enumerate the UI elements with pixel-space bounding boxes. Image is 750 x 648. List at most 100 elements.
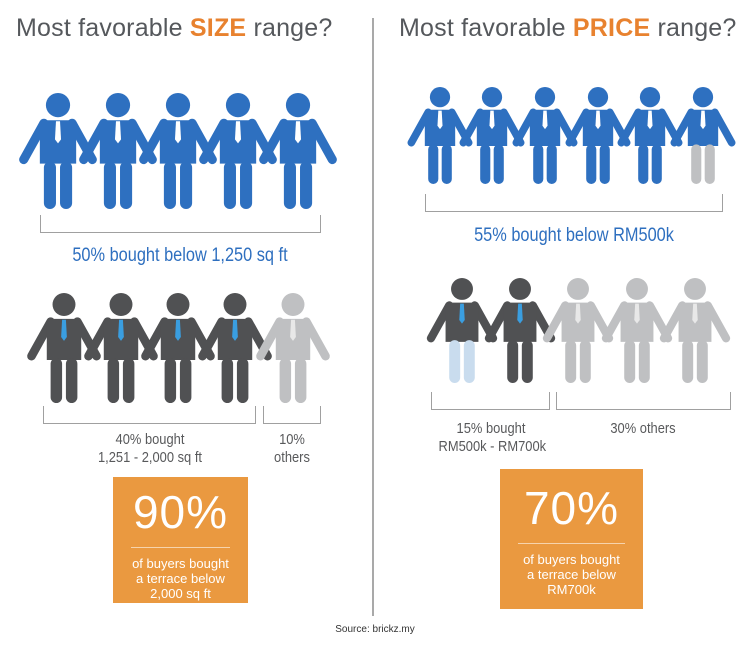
person-left-leg (107, 358, 120, 403)
size-stat-line3: 2,000 sq ft (150, 586, 211, 601)
price-title-prefix: Most favorable (399, 14, 573, 42)
person-icon (256, 293, 330, 403)
person-tie (61, 319, 67, 341)
person-right-leg (651, 144, 662, 184)
price-row2-figures (426, 278, 731, 383)
price-row1-caption: 55% bought below RM500k (474, 225, 674, 246)
size-row2-bracket-others (263, 406, 321, 424)
person-right-leg (240, 161, 253, 209)
price-title-highlight: PRICE (572, 14, 651, 42)
person-tie (647, 110, 653, 130)
person-icon (512, 87, 578, 184)
person-left-leg (103, 161, 116, 209)
person-icon (19, 93, 97, 209)
person-head (223, 293, 247, 316)
price-stat-rule (518, 543, 625, 544)
person-right-leg (463, 340, 475, 383)
person-icon (79, 93, 157, 209)
person-icon (141, 293, 215, 403)
size-row2-caption-main: 40% bought 1,251 - 2,000 sq ft (73, 431, 228, 467)
person-tie (174, 121, 182, 144)
person-left-leg (164, 358, 177, 403)
person-left-leg (43, 161, 56, 209)
price-stat-box: 70% of buyers bought a terrace below RM7… (500, 469, 643, 609)
person-right-leg (236, 358, 249, 403)
person-head (429, 87, 451, 108)
person-tie (700, 110, 706, 130)
person-head (684, 278, 706, 300)
person-head (166, 293, 190, 316)
price-stat-line1: of buyers bought (523, 552, 620, 567)
price-row1-figures (407, 87, 736, 184)
price-row1-bracket (425, 194, 723, 212)
person-head (52, 293, 76, 316)
person-head (481, 87, 503, 108)
person-tie (118, 319, 124, 341)
size-stat-rule (131, 547, 230, 548)
person-right-leg (179, 358, 192, 403)
size-row2-caption-others-line2: others (274, 449, 310, 466)
person-right-leg (60, 161, 73, 209)
person-tie (232, 319, 238, 341)
size-title-suffix: range? (246, 14, 333, 42)
size-row1-caption: 50% bought below 1,250 sq ft (72, 245, 288, 266)
price-stat-line2: a terrace below (527, 567, 616, 582)
person-head (105, 93, 131, 118)
person-tie (489, 110, 495, 130)
person-tie (290, 319, 296, 341)
person-left-leg (283, 161, 296, 209)
person-icon (484, 278, 556, 383)
price-row2-caption-others-line1: 30% others (610, 420, 676, 437)
size-stat-value: 90% (132, 486, 229, 538)
size-stat-line2: a terrace below (136, 571, 225, 586)
person-left-leg (691, 144, 702, 184)
person-right-leg (122, 358, 135, 403)
person-tie (595, 110, 601, 130)
person-tie (175, 319, 181, 341)
person-tie (517, 303, 523, 324)
person-icon (601, 278, 673, 383)
person-right-leg (704, 144, 715, 184)
price-row2-caption-main: 15% bought RM500k - RM700k (439, 420, 547, 456)
person-right-leg (599, 144, 610, 184)
price-title-suffix: range? (650, 14, 737, 42)
source-credit: Source: brickz.my (335, 624, 415, 635)
person-tie (234, 121, 242, 144)
size-stat-line1: of buyers bought (132, 556, 229, 571)
person-tie (692, 303, 698, 324)
person-tie (114, 121, 122, 144)
person-right-leg (493, 144, 504, 184)
price-stat-line3: RM700k (547, 582, 596, 597)
person-right-leg (546, 144, 557, 184)
person-head (281, 293, 305, 316)
size-row1-figures (19, 93, 337, 209)
person-icon (259, 93, 337, 209)
price-row2-caption-main-line1: 15% bought (456, 420, 526, 437)
person-icon (139, 93, 217, 209)
person-tie (437, 110, 443, 130)
person-right-leg (294, 358, 307, 403)
size-row2-figures (27, 293, 330, 403)
person-head (225, 93, 251, 118)
price-row2-bracket-main (431, 392, 550, 410)
person-icon (659, 278, 731, 383)
person-right-leg (300, 161, 313, 209)
person-left-leg (428, 144, 439, 184)
person-icon (670, 87, 736, 184)
person-icon (407, 87, 473, 184)
person-right-leg (180, 161, 193, 209)
person-icon (199, 93, 277, 209)
person-icon (84, 293, 158, 403)
size-row2-caption-others: 10% others (266, 431, 318, 467)
person-icon (459, 87, 525, 184)
size-row1-bracket (40, 215, 321, 233)
person-head (534, 87, 556, 108)
person-right-leg (521, 340, 533, 383)
person-head (587, 87, 609, 108)
person-head (626, 278, 648, 300)
price-title: Most favorable PRICE range? (399, 14, 737, 43)
person-right-leg (579, 340, 591, 383)
person-left-leg (586, 144, 597, 184)
panel-divider (372, 18, 374, 616)
person-head (165, 93, 191, 118)
